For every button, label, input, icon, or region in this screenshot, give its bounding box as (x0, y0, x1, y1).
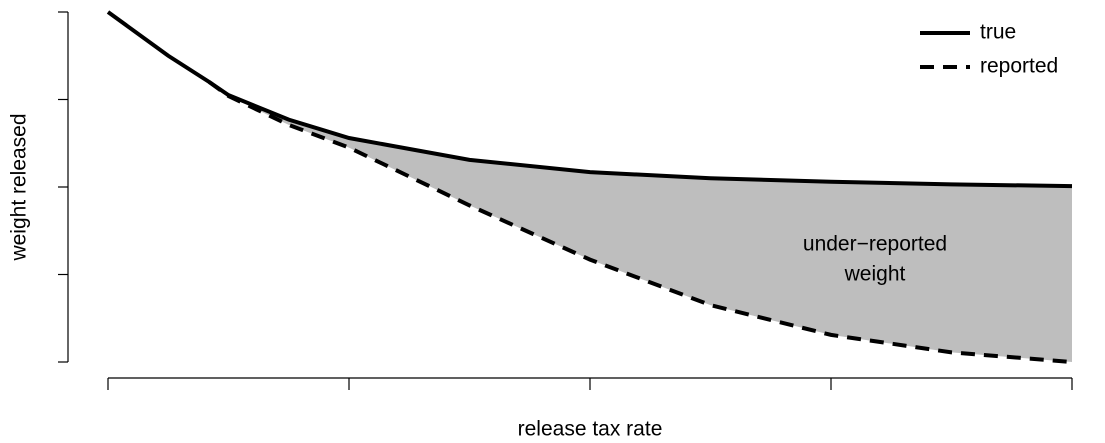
annotation: weight (844, 263, 906, 286)
annotation: under−reported (803, 233, 947, 256)
y-axis-label: weight released (8, 113, 31, 261)
legend-label: reported (980, 55, 1058, 78)
line-series (106, 10, 1073, 189)
shaded-area (209, 82, 1073, 362)
line-series (208, 80, 1073, 364)
x-axis-label: release tax rate (518, 418, 663, 441)
legend-label: true (980, 21, 1016, 44)
